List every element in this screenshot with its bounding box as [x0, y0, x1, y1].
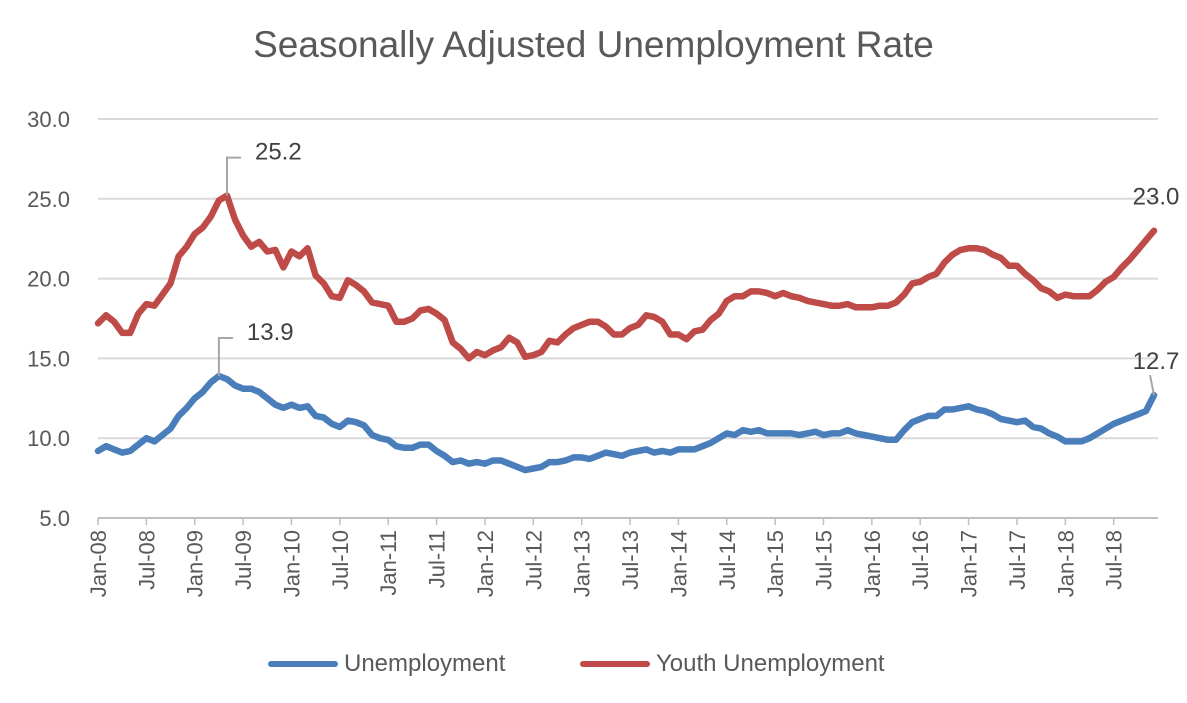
y-tick-label: 25.0 — [27, 187, 70, 212]
series-line-youth-unemployment — [94, 192, 1158, 362]
x-tick-label: Jul-11 — [425, 530, 450, 588]
x-tick-label: Jul-14 — [715, 530, 740, 590]
x-tick-label: Jan-10 — [279, 530, 304, 597]
x-tick-label: Jul-10 — [328, 530, 353, 590]
x-tick-label: Jul-18 — [1102, 530, 1127, 590]
legend-item-youth-unemployment: Youth Unemployment — [580, 650, 885, 678]
data-label-leader — [225, 156, 241, 196]
data-label: 12.7 — [1133, 348, 1180, 375]
x-tick-label: Jan-08 — [86, 530, 111, 597]
legend-item-unemployment: Unemployment — [268, 650, 505, 678]
legend-swatch-youth-unemployment — [580, 661, 650, 667]
x-tick-label: Jan-17 — [957, 530, 982, 597]
y-tick-label: 15.0 — [27, 346, 70, 371]
series-line-unemployment — [94, 372, 1158, 474]
x-tick-label: Jan-16 — [860, 530, 885, 597]
y-tick-label: 30.0 — [27, 107, 70, 132]
data-label-leader — [217, 336, 233, 376]
legend-swatch-unemployment — [268, 661, 338, 667]
x-tick-label: Jul-09 — [231, 530, 256, 590]
x-tick-label: Jan-18 — [1053, 530, 1078, 597]
data-label: 13.9 — [247, 319, 294, 346]
y-tick-label: 20.0 — [27, 267, 70, 292]
y-tick-label: 10.0 — [27, 426, 70, 451]
x-tick-label: Jul-12 — [521, 530, 546, 590]
chart-title: Seasonally Adjusted Unemployment Rate — [253, 24, 934, 65]
x-tick-label: Jul-16 — [908, 530, 933, 590]
legend-label-unemployment: Unemployment — [344, 650, 506, 677]
data-label: 23.0 — [1133, 184, 1180, 211]
y-tick-label: 5.0 — [39, 506, 70, 531]
legend-label-youth-unemployment: Youth Unemployment — [656, 650, 885, 677]
x-tick-label: Jan-15 — [763, 530, 788, 597]
x-tick-label: Jan-09 — [183, 530, 208, 597]
data-label-leader — [1149, 374, 1155, 396]
x-tick-label: Jul-08 — [134, 530, 159, 590]
x-tick-label: Jul-17 — [1005, 530, 1030, 590]
x-tick-label: Jan-11 — [376, 530, 401, 596]
data-label: 25.2 — [255, 139, 302, 166]
x-tick-label: Jul-15 — [811, 530, 836, 590]
x-tick-label: Jan-12 — [473, 530, 498, 597]
x-tick-label: Jul-13 — [618, 530, 643, 590]
x-tick-label: Jan-13 — [570, 530, 595, 597]
x-tick-label: Jan-14 — [666, 530, 691, 597]
